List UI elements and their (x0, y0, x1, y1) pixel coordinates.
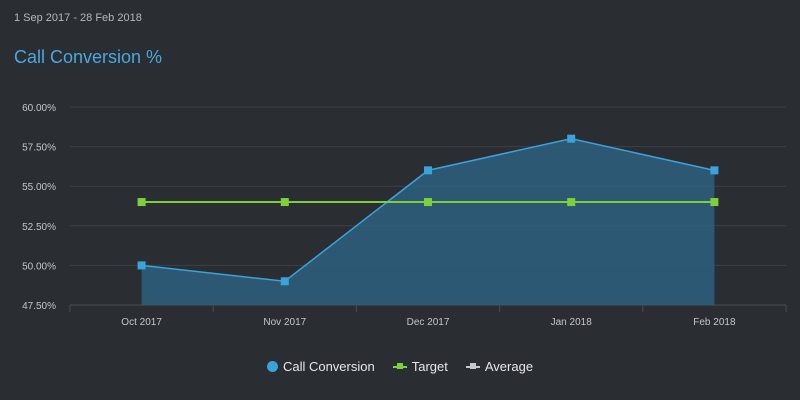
legend-label: Average (484, 359, 534, 374)
target-point (280, 198, 289, 207)
legend-label: Call Conversion (282, 359, 375, 374)
x-axis: Oct 2017 Nov 2017 Dec 2017 Jan 2018 Feb 2018 (69, 304, 787, 328)
chart-title: Call Conversion % (14, 47, 163, 67)
legend-item-target[interactable]: Target (392, 359, 448, 374)
x-tick-label: Jan 2018 (551, 317, 593, 328)
y-tick-label: 60.00% (22, 103, 56, 114)
x-tick-label: Nov 2017 (263, 317, 306, 328)
y-axis-labels: 47.50% 50.00% 52.50% 55.00% 57.50% 60.00% (22, 103, 56, 312)
y-tick-label: 55.00% (22, 182, 56, 193)
x-tick-label: Dec 2017 (407, 317, 450, 328)
y-tick-label: 50.00% (22, 261, 56, 272)
y-tick-label: 47.50% (22, 301, 56, 312)
legend-item-average[interactable]: Average (465, 359, 534, 374)
series (137, 134, 719, 305)
x-tick-label: Feb 2018 (693, 317, 736, 328)
legend-item-call-conversion[interactable]: Call Conversion (266, 359, 375, 374)
target-point (137, 198, 146, 207)
y-tick-label: 57.50% (22, 143, 56, 154)
call-conversion-point (710, 166, 719, 175)
target-point (424, 198, 432, 207)
target-point (567, 198, 576, 207)
target-line-icon (392, 361, 407, 372)
call-conversion-point (137, 261, 146, 270)
call-conversion-point (567, 134, 576, 143)
legend-label: Target (411, 359, 448, 374)
date-range: 1 Sep 2017 - 28 Feb 2018 (14, 12, 142, 24)
average-line-icon (465, 361, 480, 372)
call-conversion-point (280, 277, 289, 286)
x-tick-label: Oct 2017 (121, 317, 162, 328)
call-conversion-dot-icon (266, 361, 278, 372)
call-conversion-point (424, 166, 432, 175)
legend: Call Conversion Target Average (0, 359, 800, 374)
call-conversion-area (141, 138, 715, 305)
target-point (710, 198, 719, 207)
y-tick-label: 52.50% (22, 222, 56, 233)
